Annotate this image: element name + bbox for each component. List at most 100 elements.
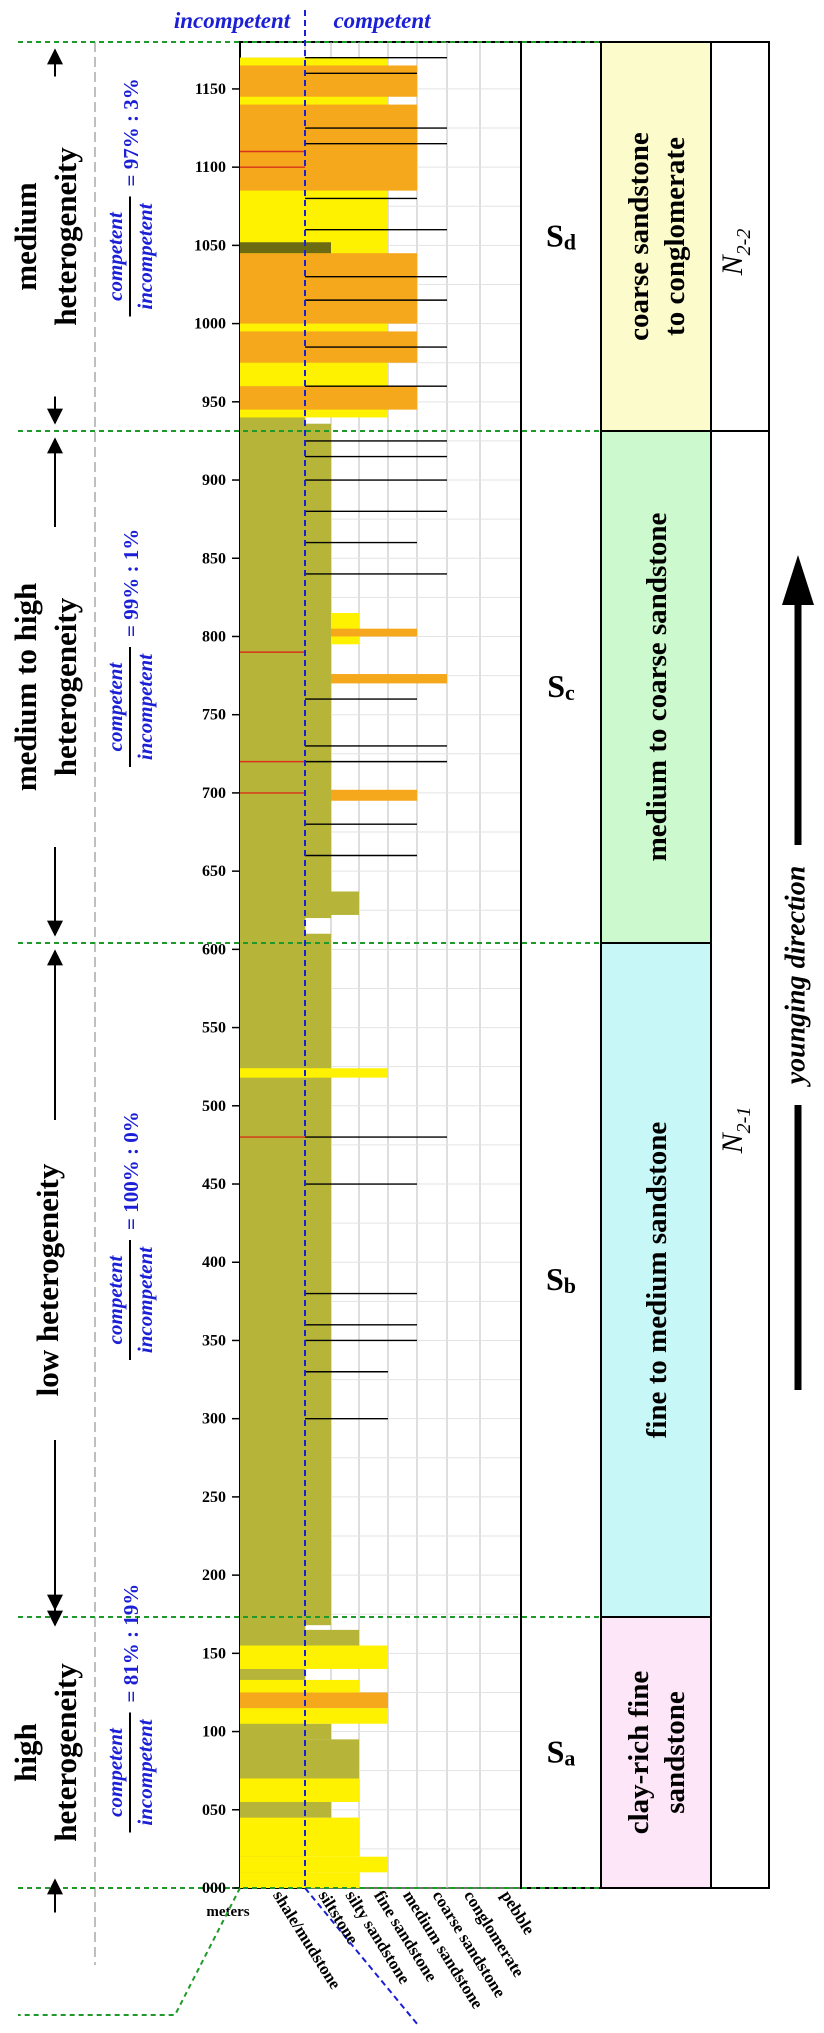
bed [240,1856,388,1873]
ratio-denominator: incompetent [133,653,157,760]
heterogeneity-line: medium to high [8,583,43,791]
bed [240,1708,388,1724]
axis-tick-label: 350 [202,1332,226,1349]
unit-label-sa: Sa [547,1734,576,1771]
axis-unit-label: meters [206,1904,249,1920]
heterogeneity-line: high [8,1723,43,1782]
heterogeneity-line: low heterogeneity [30,1163,65,1396]
unit-label-main: S [547,1734,565,1770]
lithology-text-sc: medium to coarse sandstone [641,512,673,861]
axis-tick-label: 950 [202,394,226,411]
ratio-value: = 100% : 0% [119,1111,143,1230]
axis-tick-label: 1050 [194,237,226,254]
heterogeneity-line: heterogeneity [48,1663,83,1842]
lithology-line: clay-rich fine [623,1671,655,1835]
unit-label-main: S [546,218,564,254]
ratio-value: = 99% : 1% [119,529,143,637]
lithology-line: medium to coarse sandstone [641,512,673,861]
lithology-line: coarse sandstone [623,132,655,341]
bed-sd-orange [240,386,417,410]
formation-n21-main: N [716,1131,749,1154]
axis-tick-label: 900 [202,472,226,489]
unit-label-main: S [547,668,565,704]
lithology-column: clay-rich fine sandstone fine to medium sa… [600,41,712,1889]
bed [240,933,331,1626]
unit-label-sub: c [565,680,575,705]
lithology-line: to conglomerate [659,137,691,336]
lithology-cell-sb [600,942,712,1618]
bed-sd-orange [240,65,417,97]
axis-tick-label: 1000 [194,316,226,333]
unit-label-main: S [546,1261,564,1297]
axis-tick-label: 1100 [195,159,226,176]
axis-tick-label: 050 [202,1802,226,1819]
ratio-numerator: competent [103,211,127,301]
heterogeneity-annotations: high heterogeneity competent incompetent= 8… [8,48,157,1913]
bottom-boundary-line [18,1887,241,2016]
axis-tick-label: 450 [202,1176,226,1193]
ratio-fraction-sc: competent incompetent = 99% : 1% [103,529,157,767]
unit-label-sd: Sd [546,218,576,255]
axis-tick-label: 700 [202,785,226,802]
axis-tick-label: 300 [202,1411,226,1428]
bed [240,1679,359,1693]
younging-label-bg [782,845,814,1105]
ratio-fraction-sb: competent incompetent = 100% : 0% [103,1111,157,1360]
bed-sd-dark [240,242,331,254]
header-incompetent: incompetent [174,8,291,33]
formation-n21: N2-1 [716,1107,755,1155]
lithology-beds [240,56,447,1889]
depth-axis: 000 050 100 150 200 250 300 350 400 450 500 550 600 6… [194,81,240,1897]
lithology-text-sb: fine to medium sandstone [641,1122,673,1439]
younging-arrow-head [782,555,814,605]
axis-tick-label: 400 [202,1254,226,1271]
ratio-fraction-sa: competent incompetent = 81% : 19% [103,1584,157,1833]
lithology-cell-sd [600,41,712,432]
unit-label-sb: Sb [546,1261,576,1298]
axis-tick-label: 650 [202,863,226,880]
ratio-denominator: incompetent [133,202,157,309]
heterogeneity-label-sd: medium heterogeneity [8,147,83,326]
heterogeneity-line: medium [8,182,43,291]
bed-sc-shale [240,423,331,919]
axis-tick-label: 1150 [195,81,226,98]
axis-tick-label: 150 [202,1645,226,1662]
formation-n22-main: N [716,253,749,276]
axis-tick-label: 250 [202,1489,226,1506]
ratio-numerator: competent [103,662,127,752]
axis-tick-label: 000 [202,1880,226,1897]
unit-boundaries [18,41,600,1889]
ratio-fraction-sd: competent incompetent = 97% : 3% [103,78,157,317]
heterogeneity-line: heterogeneity [48,147,83,326]
bed [240,1778,359,1802]
lithology-text-sd: coarse sandstone to conglomerate [623,132,691,341]
heterogeneity-label-sa: high heterogeneity [8,1663,83,1842]
bed [240,1739,359,1779]
bed [240,1629,359,1646]
bed [240,1817,359,1857]
axis-tick-label: 600 [202,941,226,958]
bed-sd-orange [240,253,417,324]
bed [240,1068,388,1078]
lithology-line: sandstone [659,1691,691,1814]
bed [240,1723,331,1740]
lithology-cell-sa [600,1616,712,1889]
ratio-value: = 81% : 19% [119,1584,143,1703]
younging-direction-label: younging direction [780,866,811,1088]
axis-tick-label: 550 [202,1020,226,1037]
unit-label-sub: a [564,1746,575,1771]
header-competent: competent [333,8,431,33]
axis-tick-label: 850 [202,550,226,567]
unit-label-sc: Sc [547,668,575,705]
bed-sd-orange [240,151,417,191]
axis-tick-label: 500 [202,1098,226,1115]
bed [240,1801,331,1818]
heterogeneity-label-sb: low heterogeneity [30,1163,65,1396]
axis-tick-label: 100 [202,1724,226,1741]
lithology-text-sa: clay-rich fine sandstone [623,1671,691,1835]
ratio-value: = 97% : 3% [119,78,143,186]
